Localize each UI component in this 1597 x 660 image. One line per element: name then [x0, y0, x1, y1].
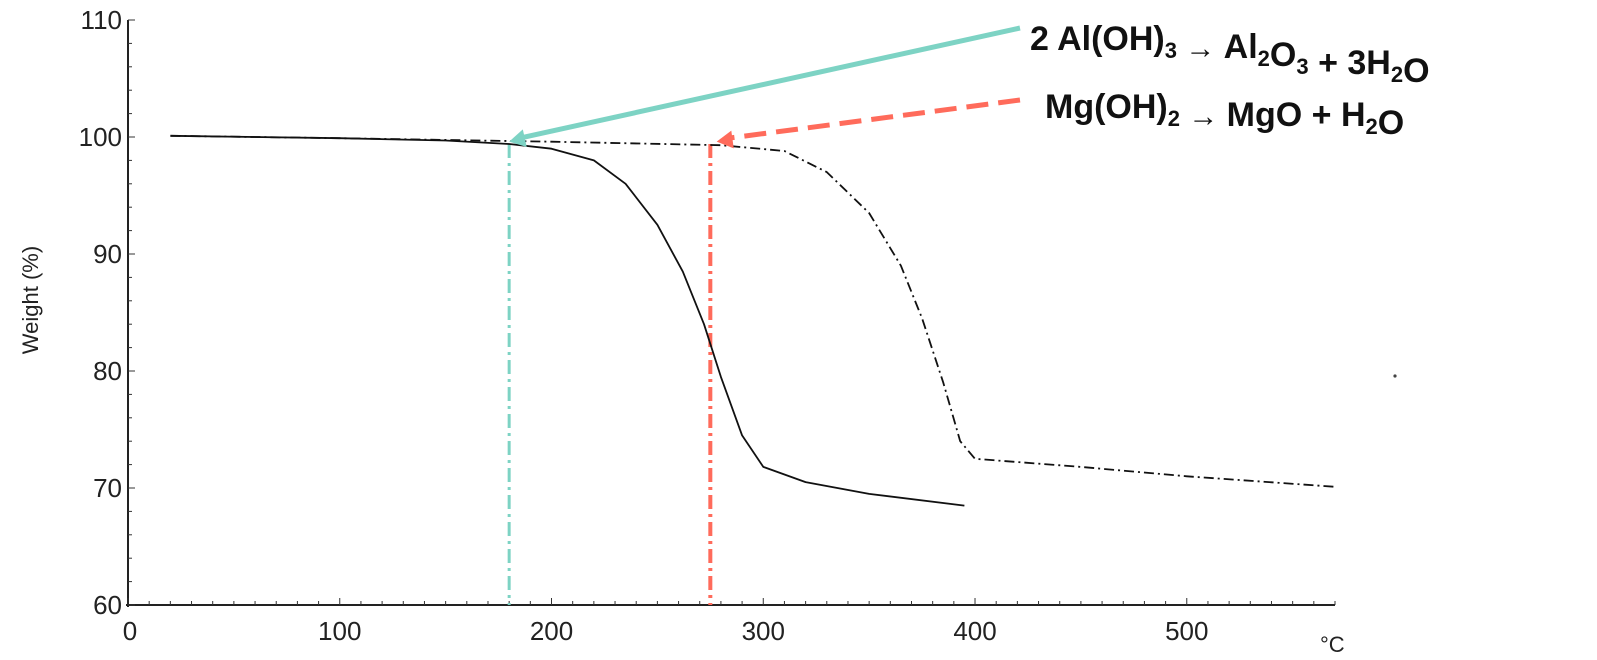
subscript: 2 — [1258, 46, 1270, 71]
reaction-arrow: → — [1177, 32, 1224, 65]
temperature-markers — [507, 144, 713, 605]
y-tick-label: 100 — [79, 122, 122, 152]
reaction-equation-mgoh2: Mg(OH)2 → MgO + H2O — [1045, 88, 1404, 142]
subscript: 2 — [1391, 62, 1403, 87]
annotation-arrowhead — [716, 130, 734, 149]
equation-part: 2 Al(OH) — [1030, 20, 1165, 58]
annotation-arrow-line — [516, 25, 1021, 142]
y-tick-label: 90 — [93, 239, 122, 269]
equation-part: Al — [1224, 28, 1258, 66]
axes: 0 100 200 300 400 500 60 70 80 90 100 110 — [79, 5, 1336, 646]
y-tick-label: 80 — [93, 356, 122, 386]
data-series — [170, 134, 1336, 507]
annotation-arrowhead — [509, 129, 527, 147]
x-tick-label: 500 — [1165, 616, 1208, 646]
subscript: 2 — [1366, 114, 1378, 139]
y-tick-label: 60 — [93, 590, 122, 620]
y-axis-label: Weight (%) — [18, 246, 43, 354]
series-line — [170, 134, 965, 507]
annotation-arrow-line — [724, 97, 1021, 142]
subscript: 3 — [1165, 38, 1177, 63]
x-tick-label: 200 — [530, 616, 573, 646]
equation-part: + 3H — [1309, 44, 1391, 82]
y-tick-label: 70 — [93, 473, 122, 503]
equation-part: O — [1378, 104, 1404, 142]
x-axis-unit-label: °C — [1320, 632, 1345, 657]
x-tick-label: 0 — [123, 616, 137, 646]
subscript: 3 — [1296, 54, 1308, 79]
stray-dot — [1393, 374, 1397, 378]
series-line — [170, 134, 1336, 488]
equation-part: MgO + H — [1227, 96, 1366, 134]
x-tick-label: 400 — [953, 616, 996, 646]
subscript: 2 — [1168, 106, 1180, 131]
x-tick-label: 100 — [318, 616, 361, 646]
reaction-arrow: → — [1180, 100, 1227, 133]
equation-part: O — [1403, 52, 1429, 90]
equation-part: O — [1270, 36, 1296, 74]
y-tick-label: 110 — [81, 5, 122, 35]
equation-part: Mg(OH) — [1045, 88, 1168, 126]
reaction-equation-aloh3: 2 Al(OH)3 → Al2O3 + 3H2O — [1030, 20, 1430, 90]
x-tick-label: 300 — [742, 616, 785, 646]
